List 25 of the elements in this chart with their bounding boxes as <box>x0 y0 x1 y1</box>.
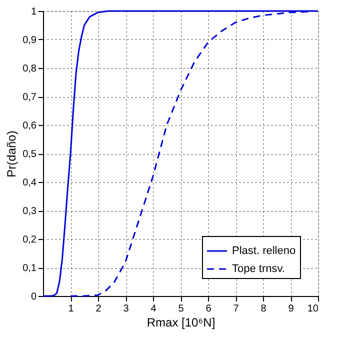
y-tick-label: 0,6 <box>22 120 37 132</box>
y-tick-label: 0,1 <box>22 263 37 274</box>
x-tick-label: 10 <box>307 304 319 314</box>
x-tick-label: 3 <box>123 304 130 314</box>
x-axis-title: Rmax [10⁶N] <box>146 316 216 330</box>
y-tick-label: 0,7 <box>22 92 37 103</box>
x-tick-label: 5 <box>178 304 184 314</box>
legend-label: Plast. relleno <box>232 245 296 257</box>
x-tick-label: 2 <box>96 304 102 314</box>
x-tick-label: 7 <box>233 304 240 314</box>
y-tick-label: 0 <box>30 292 37 302</box>
y-tick-label: 0,9 <box>22 35 37 46</box>
y-tick-label: 0,4 <box>22 178 37 188</box>
y-axis-title: Pr(daño) <box>4 130 19 178</box>
x-tick-label: 9 <box>288 304 294 314</box>
x-tick-label: 1 <box>68 304 74 314</box>
x-tick-label: 8 <box>260 304 267 314</box>
y-tick-label: 0,8 <box>22 64 37 74</box>
y-tick-label: 1 <box>30 6 37 18</box>
y-tick-label: 0,5 <box>22 149 37 160</box>
legend-label: Tope trnsv. <box>232 263 285 275</box>
y-tick-label: 0,2 <box>22 234 37 246</box>
y-tick-label: 0,3 <box>22 206 37 217</box>
x-tick-label: 4 <box>150 304 157 314</box>
x-tick-label: 6 <box>206 304 212 314</box>
